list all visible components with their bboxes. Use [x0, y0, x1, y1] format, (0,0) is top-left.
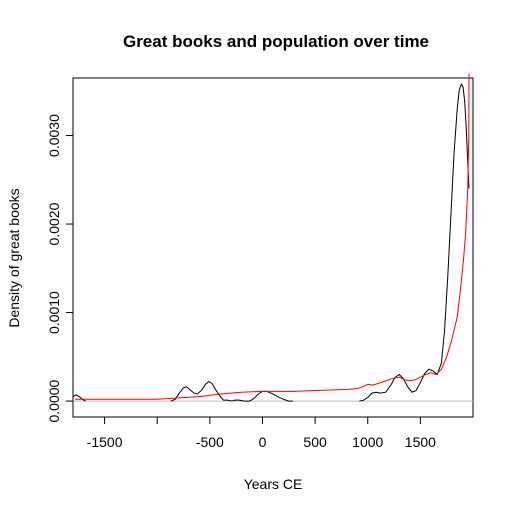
series-0-line-segment-3 [359, 83, 470, 402]
series-0-line-segment-2 [231, 390, 293, 402]
y-axis-label: Density of great books [6, 188, 22, 327]
series-layer [72, 73, 470, 402]
y-tick-label: 0.0000 [46, 379, 62, 422]
series-0-line-segment-1 [170, 380, 233, 402]
x-axis: -1500 -500 0 500 1000 1500 [87, 416, 436, 450]
y-tick-label: 0.0020 [46, 202, 62, 245]
plot-frame [72, 77, 474, 418]
x-tick-label: -1500 [87, 434, 123, 450]
x-tick-label: 1000 [352, 434, 383, 450]
x-axis-label: Years CE [244, 476, 303, 492]
y-axis: 0.0000 0.0010 0.0020 0.0030 [46, 114, 74, 422]
x-tick-label: -500 [196, 434, 224, 450]
series-0-line-segment-0 [72, 394, 86, 402]
x-tick-label: 500 [303, 434, 327, 450]
y-tick-label: 0.0010 [46, 291, 62, 334]
y-tick-label: 0.0030 [46, 114, 62, 157]
series-1-line-segment-0 [75, 73, 470, 400]
x-tick-label: 1500 [405, 434, 436, 450]
chart-title: Great books and population over time [123, 32, 429, 51]
x-tick-label: 0 [259, 434, 267, 450]
